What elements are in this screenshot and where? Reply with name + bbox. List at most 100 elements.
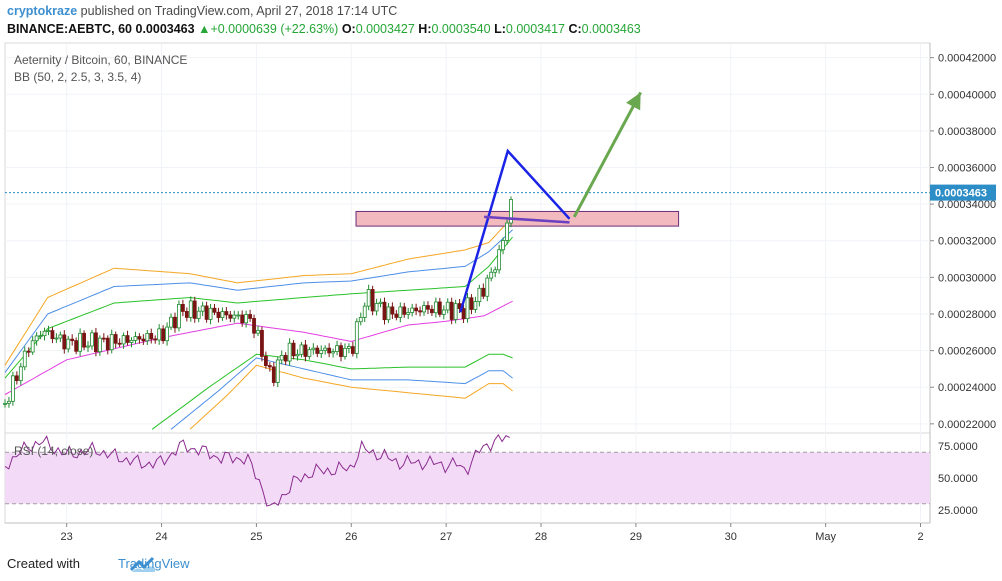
candle-body [125,335,130,343]
candle-body [473,301,478,310]
candle-body [319,349,324,354]
candle-body [418,310,422,313]
candle-body [437,301,442,315]
open-label: O: [341,22,356,36]
candle-body [287,342,292,362]
candle-body [323,347,328,351]
candle-body [161,328,166,342]
candle-body [46,330,51,333]
candle-body [113,334,118,344]
candle-body [105,337,110,351]
candle-body [149,333,154,340]
candle-body [74,340,79,352]
candle-body [22,350,27,368]
candle-body [3,402,7,405]
y-tick-label: 0.00032000 [938,236,996,248]
candle-body [260,330,264,357]
y-tick-label: 0.00026000 [938,346,996,358]
candle-body [465,297,470,320]
candle-body [327,347,332,354]
candlestick-series [3,196,513,408]
candle-body [279,355,284,361]
candle-body [497,249,502,271]
candle-body [275,359,280,383]
candle-body [58,334,63,339]
x-tick-label: 2 [917,531,923,543]
candle-body [66,338,71,350]
candle-body [493,269,498,273]
candle-body [121,335,126,345]
candle-body [18,366,23,381]
tradingview-brand[interactable]: TradingView [118,556,190,571]
tradingview-logo-icon[interactable] [88,554,198,574]
time-axis: 23 24 25 26 27 28 29 30 May 2 [61,523,924,543]
y-tick-label: 0.00036000 [938,163,996,175]
price-chart[interactable]: 0.00042000 0.00040000 0.00038000 0.00036000… [0,40,1002,548]
publish-line: cryptokraze published on TradingView.com… [7,4,397,18]
y-tick-label: 0.00038000 [938,126,996,138]
candle-body [485,277,490,297]
candle-body [173,316,177,329]
candle-body [347,346,351,349]
candle-body [370,289,375,312]
candle-body [481,287,486,297]
candle-body [354,321,359,354]
x-tick-label: May [815,531,836,543]
candle-body [362,305,367,318]
y-tick-label: 0.00028000 [938,309,996,321]
x-tick-label: 24 [155,531,167,543]
candle-body [295,353,300,357]
candle-body [505,222,509,241]
candle-body [331,351,335,354]
bb-outer-lower [189,364,513,430]
close-value: 0.0003463 [581,22,641,36]
candle-body [303,344,308,357]
rsi-tick-label: 25.0000 [938,505,978,517]
y-tick-label: 0.00030000 [938,272,996,284]
bb-outer-upper [4,216,513,366]
candle-body [406,312,411,315]
candle-body [335,345,339,352]
candle-body [50,330,55,340]
candle-body [42,330,47,337]
candle-body [299,344,304,355]
candle-body [453,303,458,320]
candle-body [445,301,450,311]
candle-body [224,311,229,316]
candle-body [133,336,138,341]
x-tick-label: 26 [345,531,357,543]
ohlc-line: BINANCE:AEBTC, 60 0.0003463 ▲+0.0000639 … [7,22,641,36]
candle-body [94,332,98,353]
candle-body [402,306,407,315]
candle-body [169,316,173,328]
candle-body [291,342,296,357]
candle-body [208,307,213,320]
candle-body [220,311,225,318]
candle-body [366,289,371,307]
candle-body [426,305,430,310]
triangle-pattern-line [459,148,571,313]
candle-body [501,240,505,251]
candle-body [188,300,193,318]
candle-body [129,339,134,343]
main-pane[interactable] [4,42,931,434]
x-tick-label: 30 [725,531,737,543]
candle-body [7,400,11,404]
drawings [5,91,930,313]
candle-body [386,306,391,321]
candle-body [358,316,363,323]
author-link[interactable]: cryptokraze [7,4,78,18]
rsi-band [5,452,930,504]
candle-body [54,337,59,340]
candle-body [240,314,245,324]
bollinger-bands [4,216,513,430]
candle-body [141,338,146,342]
candle-body [374,303,379,312]
x-tick-label: 29 [630,531,642,543]
bb-inner-upper [4,236,513,379]
candle-body [271,366,276,383]
x-tick-label: 28 [535,531,547,543]
candle-body [196,310,201,319]
candle-body [101,337,106,340]
candle-body [232,314,237,319]
